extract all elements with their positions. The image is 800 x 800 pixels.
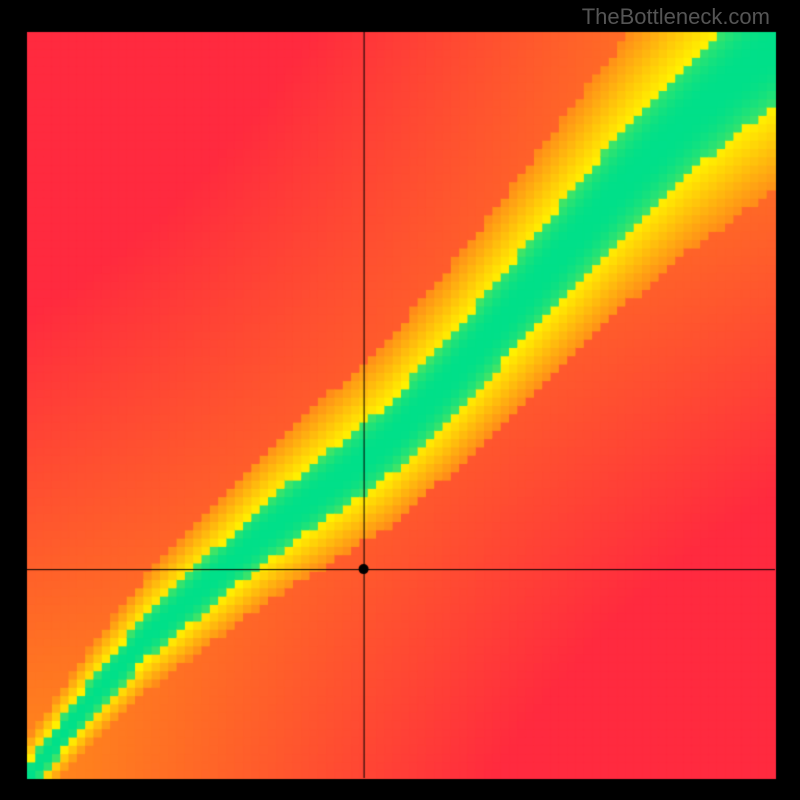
watermark-text: TheBottleneck.com xyxy=(582,4,770,30)
chart-outer-frame: TheBottleneck.com xyxy=(0,0,800,800)
bottleneck-heatmap xyxy=(0,0,800,800)
